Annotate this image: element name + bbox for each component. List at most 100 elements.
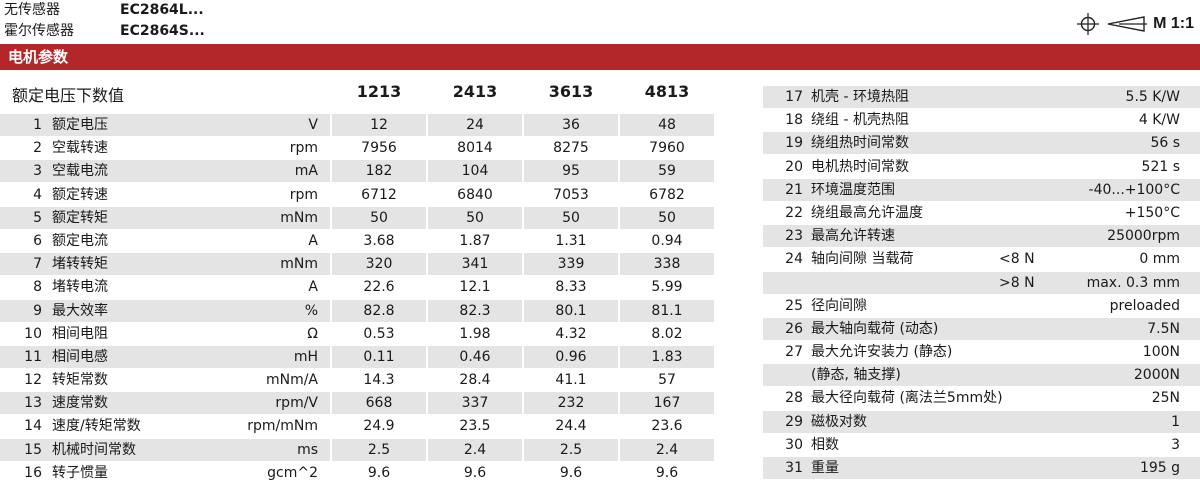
table-row: 22 绕组最高允许温度 +150°C: [763, 202, 1200, 224]
left-table-header: 额定电压下数值 1213 2413 3613 4813: [0, 80, 738, 106]
parameter-value: 2.5: [332, 438, 426, 461]
row-number: 12: [24, 372, 42, 389]
row-stripe: [763, 317, 1200, 340]
table-row: 28 最大径向载荷 (离法兰5mm处) 25N: [763, 387, 1200, 409]
parameter-value: 24: [428, 114, 522, 136]
row-number: 2: [33, 140, 42, 157]
row-stripe: [763, 410, 1200, 433]
row-stripe: [0, 253, 330, 276]
row-number: 11: [24, 348, 42, 365]
parameter-name: 绕组 - 机壳热阻: [811, 112, 909, 129]
parameter-value: 1.98: [459, 325, 491, 342]
parameter-value: 9.6: [463, 464, 487, 481]
parameter-value: 50: [620, 206, 714, 229]
parameter-value: 9.6: [367, 464, 391, 481]
row-stripe: [0, 392, 330, 415]
parameter-value: 95: [524, 160, 618, 183]
parameter-value: 232: [524, 392, 618, 415]
parameter-value: 24.4: [555, 418, 587, 435]
row-number: 18: [785, 112, 803, 129]
parameter-value: 57: [658, 372, 676, 389]
parameter-name: 额定电流: [52, 232, 108, 249]
parameter-condition: <8 N: [999, 251, 1035, 268]
parameter-value: 0 mm: [1139, 251, 1180, 268]
table-row: 19 绕组热时间常数 56 s: [763, 132, 1200, 155]
table-row: 17 机壳 - 环境热阻 5.5 K/W: [763, 86, 1200, 108]
parameter-value: 41.1: [555, 372, 587, 389]
row-number: 16: [24, 464, 42, 481]
table-row: 16 转子惯量 gcm^2 9.6 9.6 9.6 9.6: [0, 462, 716, 484]
row-stripe: [0, 299, 330, 322]
table-row: 23 最高允许转速 25000rpm: [763, 225, 1200, 248]
table-row: 31 重量 195 g: [763, 457, 1200, 479]
parameter-name: 空载电流: [52, 163, 108, 180]
parameter-value: preloaded: [1109, 297, 1180, 314]
crosshair-icon: [1077, 13, 1100, 35]
parameter-value: -40...+100°C: [1088, 181, 1180, 198]
left-table-title: 额定电压下数值: [12, 86, 125, 105]
parameter-name: 速度常数: [52, 395, 108, 412]
parameter-value: 50: [332, 206, 426, 229]
parameter-unit: rpm: [289, 186, 318, 203]
parameter-value: 24.9: [363, 418, 395, 435]
model-header: 2413: [452, 82, 498, 101]
parameter-value: 521 s: [1141, 158, 1180, 175]
row-number: 28: [785, 390, 803, 407]
parameter-name: 重量: [811, 460, 839, 476]
row-number: 27: [785, 344, 803, 361]
header-label: 霍尔传感器: [4, 23, 74, 39]
parameter-value: 0.53: [363, 325, 395, 342]
table-row: 1 额定电压 V 12 24 36 48: [0, 114, 716, 136]
header-model: EC2864S...: [120, 23, 205, 39]
parameter-value: 2.4: [620, 438, 714, 461]
parameter-value: 2000N: [1133, 367, 1180, 384]
row-number: 21: [785, 181, 803, 198]
parameter-name: 机械时间常数: [52, 441, 136, 458]
parameter-value: 6712: [361, 186, 397, 203]
table-row: 12 转矩常数 mNm/A 14.3 28.4 41.1 57: [0, 369, 716, 391]
parameter-unit: mA: [294, 163, 318, 180]
parameter-value: 6840: [457, 186, 493, 203]
row-number: 6: [33, 232, 42, 249]
row-number: 13: [24, 395, 42, 412]
parameter-unit: rpm/mNm: [247, 418, 318, 435]
row-stripe: [0, 345, 330, 368]
header-label: 无传感器: [4, 2, 60, 18]
parameter-unit: mNm: [280, 209, 318, 226]
parameter-name: 最大允许安装力 (静态): [811, 344, 953, 361]
parameter-name: 最大效率: [52, 302, 108, 319]
row-number: 26: [785, 320, 803, 337]
parameter-value: 9.6: [559, 464, 583, 481]
parameter-value: 5.5 K/W: [1125, 89, 1180, 105]
row-stripe: [0, 160, 330, 183]
row-number: 8: [33, 279, 42, 296]
parameter-name: 径向间隙: [811, 297, 867, 314]
parameter-unit: V: [308, 117, 318, 133]
row-number: 22: [785, 204, 803, 221]
parameter-value: 0.11: [332, 345, 426, 368]
parameter-unit: %: [304, 302, 318, 319]
parameter-value: 182: [332, 160, 426, 183]
parameter-value: 23.6: [651, 418, 683, 435]
parameter-value: 8.02: [651, 325, 683, 342]
parameter-value: 7960: [649, 140, 685, 157]
parameter-value: 668: [332, 392, 426, 415]
row-number: 1: [33, 117, 42, 133]
table-row: 2 空载转速 rpm 7956 8014 8275 7960: [0, 137, 716, 159]
table-row: 4 额定转速 rpm 6712 6840 7053 6782: [0, 184, 716, 206]
model-header: 4813: [644, 82, 690, 101]
row-number: 15: [24, 441, 42, 458]
row-stripe: [763, 364, 1200, 387]
section-banner: 电机参数: [0, 44, 1200, 70]
row-number: 24: [785, 251, 803, 268]
row-number: 14: [24, 418, 42, 435]
parameter-name: 转子惯量: [52, 464, 108, 481]
parameter-value: 8014: [457, 140, 493, 157]
row-number: 4: [33, 186, 42, 203]
parameter-name: 额定转矩: [52, 209, 108, 226]
projection-cone-icon: [1107, 16, 1148, 32]
parameter-value: 339: [524, 253, 618, 276]
row-stripe: [0, 114, 330, 136]
parameter-value: 195 g: [1139, 460, 1180, 476]
table-row: 25 径向间隙 preloaded: [763, 295, 1200, 317]
